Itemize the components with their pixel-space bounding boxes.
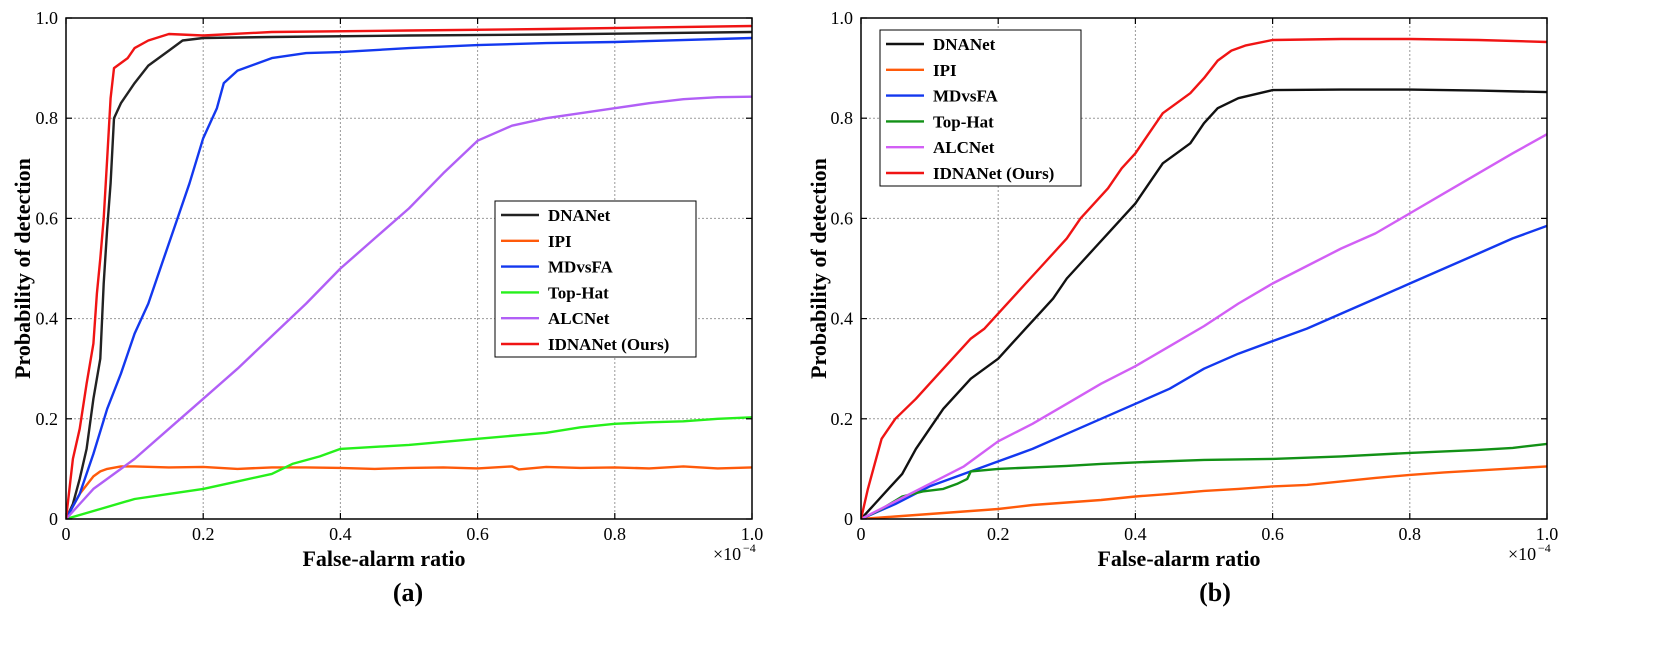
y-tick-label: 0.8 — [831, 108, 854, 128]
y-tick-label: 1.0 — [36, 8, 59, 28]
x-scale-multiplier: ×10 — [1508, 544, 1536, 564]
y-tick-label: 1.0 — [831, 8, 854, 28]
y-tick-label: 0.8 — [36, 108, 59, 128]
series-line-ipi — [861, 465, 1547, 519]
y-tick-label: 0.4 — [831, 309, 854, 329]
y-tick-label: 0 — [844, 509, 853, 529]
y-axis-label: Probability of detection — [10, 158, 35, 379]
chart-panel-b: 0 0.2 0.4 0.6 0.8 1.0 0 0.2 0.4 0.6 0.8 1.0 False-al… — [806, 8, 1558, 607]
series-line-dnanet — [66, 30, 752, 519]
y-tick-label: 0.2 — [36, 409, 59, 429]
legend-entry: DNANet — [548, 206, 611, 225]
panel-caption: (a) — [393, 578, 423, 607]
legend-box — [879, 29, 1082, 187]
x-scale-exponent: −4 — [743, 541, 756, 555]
x-tick-label: 0.2 — [192, 524, 215, 544]
legend-entry: IDNANet (Ours) — [548, 335, 669, 354]
legend-entry: DNANet — [933, 35, 996, 54]
x-tick-label: 1.0 — [1536, 524, 1559, 544]
legend-entry: Top-Hat — [933, 112, 994, 131]
series-line-alcnet — [66, 95, 752, 519]
series-line-idnanet-ours — [861, 37, 1547, 519]
x-axis-label: False-alarm ratio — [1097, 546, 1260, 571]
legend-entry: MDvsFA — [548, 258, 614, 277]
legend-entry: IPI — [933, 61, 957, 80]
legend-entry: Top-Hat — [548, 283, 609, 302]
x-tick-label: 0.8 — [604, 524, 627, 544]
y-tick-label: 0 — [49, 509, 58, 529]
series-line-top-hat — [66, 416, 752, 519]
legend-entry: MDvsFA — [933, 87, 999, 106]
x-tick-label: 0.6 — [1261, 524, 1284, 544]
plot-frame — [860, 17, 1548, 520]
legend-entry: ALCNet — [548, 309, 610, 328]
y-tick-label: 0.6 — [831, 208, 854, 228]
legend-box — [494, 200, 697, 358]
x-tick-label: 0.8 — [1399, 524, 1422, 544]
series-line-ipi — [66, 465, 752, 519]
legend-entry: ALCNet — [933, 138, 995, 157]
series-line-mdvsfa — [66, 36, 752, 519]
x-axis-label: False-alarm ratio — [302, 546, 465, 571]
x-scale-exponent: −4 — [1538, 541, 1551, 555]
y-axis-label: Probability of detection — [806, 158, 831, 379]
y-tick-label: 0.2 — [831, 409, 854, 429]
x-tick-label: 0.6 — [466, 524, 489, 544]
y-tick-label: 0.6 — [36, 208, 59, 228]
x-tick-label: 0 — [62, 524, 71, 544]
series-line-alcnet — [861, 133, 1547, 519]
chart-panel-a: 0 0.2 0.4 0.6 0.8 1.0 0 0.2 0.4 0.6 0.8 1.0 False-al… — [10, 8, 763, 607]
x-tick-label: 1.0 — [741, 524, 764, 544]
x-tick-label: 0.4 — [1124, 524, 1147, 544]
series-line-mdvsfa — [861, 224, 1547, 519]
x-tick-label: 0 — [857, 524, 866, 544]
x-scale-multiplier: ×10 — [713, 544, 741, 564]
x-tick-label: 0.4 — [329, 524, 352, 544]
legend: DNANet IPI MDvsFA Top-Hat ALCNet IDNANet (Our… — [879, 29, 1082, 187]
series-line-top-hat — [861, 442, 1547, 519]
plot-frame — [65, 17, 753, 520]
series-line-dnanet — [861, 88, 1547, 519]
y-tick-label: 0.4 — [36, 309, 59, 329]
x-tick-label: 0.2 — [987, 524, 1010, 544]
legend-entry: IDNANet (Ours) — [933, 164, 1054, 183]
panel-caption: (b) — [1199, 578, 1231, 607]
series-line-idnanet-ours — [66, 24, 752, 519]
legend-entry: IPI — [548, 232, 572, 251]
legend: DNANet IPI MDvsFA Top-Hat ALCNet IDNANet (Our… — [494, 200, 697, 358]
